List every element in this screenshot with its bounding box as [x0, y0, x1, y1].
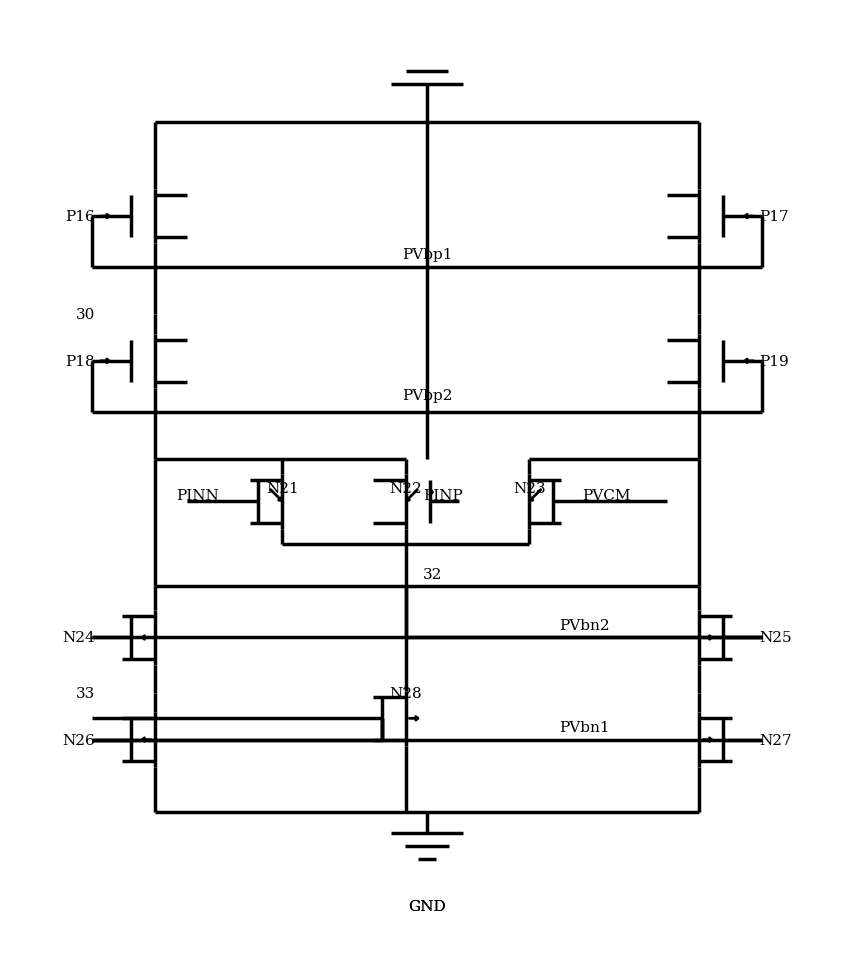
Text: P17: P17 — [758, 210, 787, 224]
Text: PINP: PINP — [422, 489, 462, 503]
Text: N24: N24 — [62, 631, 95, 645]
Text: P16: P16 — [65, 210, 95, 224]
Text: N22: N22 — [389, 482, 421, 496]
Text: N27: N27 — [758, 733, 791, 747]
Text: 32: 32 — [422, 567, 442, 581]
Text: N23: N23 — [513, 482, 545, 496]
Text: 33: 33 — [76, 687, 95, 700]
Text: PVbp1: PVbp1 — [401, 248, 452, 262]
Text: 30: 30 — [76, 308, 95, 322]
Text: P19: P19 — [758, 354, 788, 369]
Text: N26: N26 — [62, 733, 95, 747]
Text: PVbn2: PVbn2 — [558, 618, 609, 632]
Text: N28: N28 — [389, 687, 421, 700]
Text: GND: GND — [408, 899, 445, 912]
Text: GND: GND — [408, 899, 445, 912]
Text: P18: P18 — [66, 354, 95, 369]
Text: PVbp2: PVbp2 — [401, 388, 452, 403]
Text: N25: N25 — [758, 631, 791, 645]
Text: N21: N21 — [265, 482, 299, 496]
Text: PVCM: PVCM — [581, 489, 630, 503]
Text: PINN: PINN — [176, 489, 218, 503]
Text: PVbn1: PVbn1 — [558, 720, 609, 734]
